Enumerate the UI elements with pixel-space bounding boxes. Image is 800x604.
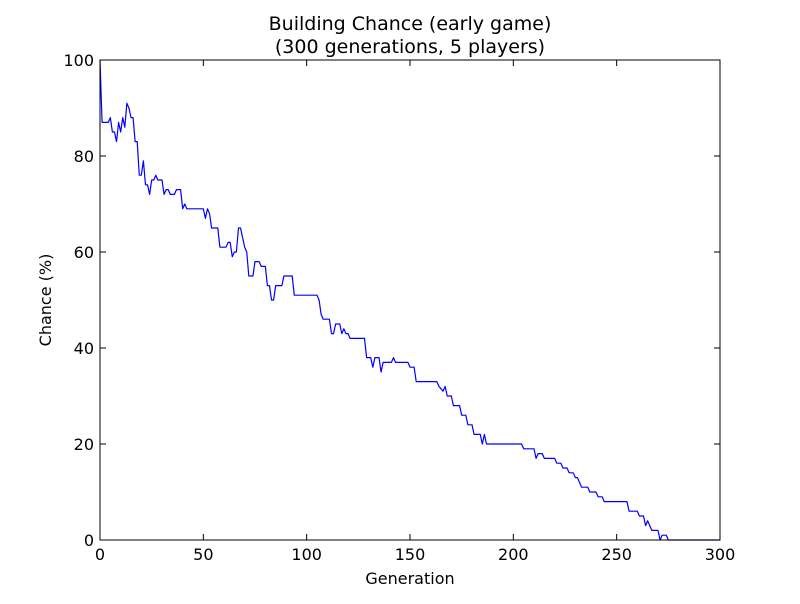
y-tick-label: 60 [74, 243, 94, 262]
x-tick-label: 250 [601, 545, 632, 564]
x-tick-label: 300 [705, 545, 736, 564]
series-line [99, 59, 720, 541]
y-tick-label: 0 [84, 531, 94, 550]
y-tick-label: 80 [74, 147, 94, 166]
y-tick-label: 20 [74, 435, 94, 454]
x-tick-label: 50 [193, 545, 213, 564]
chart-subtitle: (300 generations, 5 players) [275, 36, 545, 58]
x-tick-label: 200 [498, 545, 529, 564]
series-layer [99, 59, 720, 541]
ticks-layer: 0 50 100 150 200 250 300 0 20 40 60 80 100 [63, 51, 735, 564]
x-tick-label: 150 [395, 545, 426, 564]
y-tick-label: 100 [63, 51, 94, 70]
x-axis-label: Generation [365, 569, 454, 588]
plot-frame [99, 59, 721, 541]
chart-title: Building Chance (early game) [269, 13, 552, 35]
x-tick-label: 0 [95, 545, 105, 564]
y-tick-label: 40 [74, 339, 94, 358]
y-axis-label: Chance (%) [36, 254, 55, 347]
x-tick-label: 100 [291, 545, 322, 564]
